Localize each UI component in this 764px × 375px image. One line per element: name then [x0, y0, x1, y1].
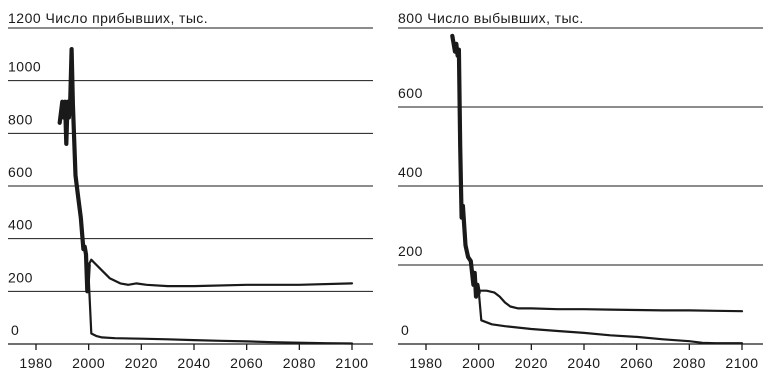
departures-xtick-label-2000: 2000 — [462, 355, 495, 371]
arrivals-series-line-1 — [57, 47, 91, 294]
departures-chart-title: Число выбывших, тыс. — [427, 10, 583, 26]
departures-xtick-label-1980: 1980 — [409, 355, 442, 371]
departures-xtick-label-2020: 2020 — [515, 355, 548, 371]
arrivals-ytick-label-1000: 1000 — [8, 59, 41, 75]
departures-xtick-label-2040: 2040 — [567, 355, 600, 371]
departures-chart: 0 200 400 600 800 Число выбывших, тыс. 1980 20… — [398, 10, 763, 371]
arrivals-xtick-label-2100: 2100 — [335, 355, 368, 371]
arrivals-xtick-label-2000: 2000 — [72, 355, 105, 371]
departures-ytick-label-400: 400 — [398, 164, 423, 180]
arrivals-xtick-label-2040: 2040 — [177, 355, 210, 371]
arrivals-ytick-label-800: 800 — [8, 111, 33, 127]
departures-ytick-label-600: 600 — [398, 85, 423, 101]
arrivals-ytick-label-600: 600 — [8, 164, 33, 180]
departures-ytick-label-0: 0 — [401, 322, 409, 338]
arrivals-chart: 0 200 400 600 800 1000 1200 Число прибывших, т… — [8, 10, 373, 371]
arrivals-xtick-label-2080: 2080 — [283, 355, 316, 371]
arrivals-ytick-label-400: 400 — [8, 217, 33, 233]
departures-series-line-1 — [450, 33, 481, 299]
departures-ytick-label-800: 800 Число выбывших, тыс. — [398, 10, 584, 26]
arrivals-series-line-3 — [87, 277, 354, 345]
arrivals-ytick-label-0: 0 — [11, 322, 19, 338]
departures-xtick-label-2100: 2100 — [725, 355, 758, 371]
departures-xtick-label-2060: 2060 — [620, 355, 653, 371]
arrivals-ytick-label-1200: 1200 Число прибывших, тыс. — [8, 10, 208, 26]
arrivals-chart-title: Число прибывших, тыс. — [46, 10, 208, 26]
arrivals-xtick-label-2060: 2060 — [230, 355, 263, 371]
departures-series-line-3 — [477, 289, 744, 345]
departures-series-line-2 — [477, 289, 744, 313]
departures-xtick-label-2080: 2080 — [673, 355, 706, 371]
arrivals-ytick-label-200: 200 — [8, 269, 33, 285]
departures-ytick-label-200: 200 — [398, 243, 423, 259]
arrivals-series-line-2 — [87, 258, 354, 288]
arrivals-xtick-label-1980: 1980 — [19, 355, 52, 371]
arrivals-xtick-label-2020: 2020 — [125, 355, 158, 371]
